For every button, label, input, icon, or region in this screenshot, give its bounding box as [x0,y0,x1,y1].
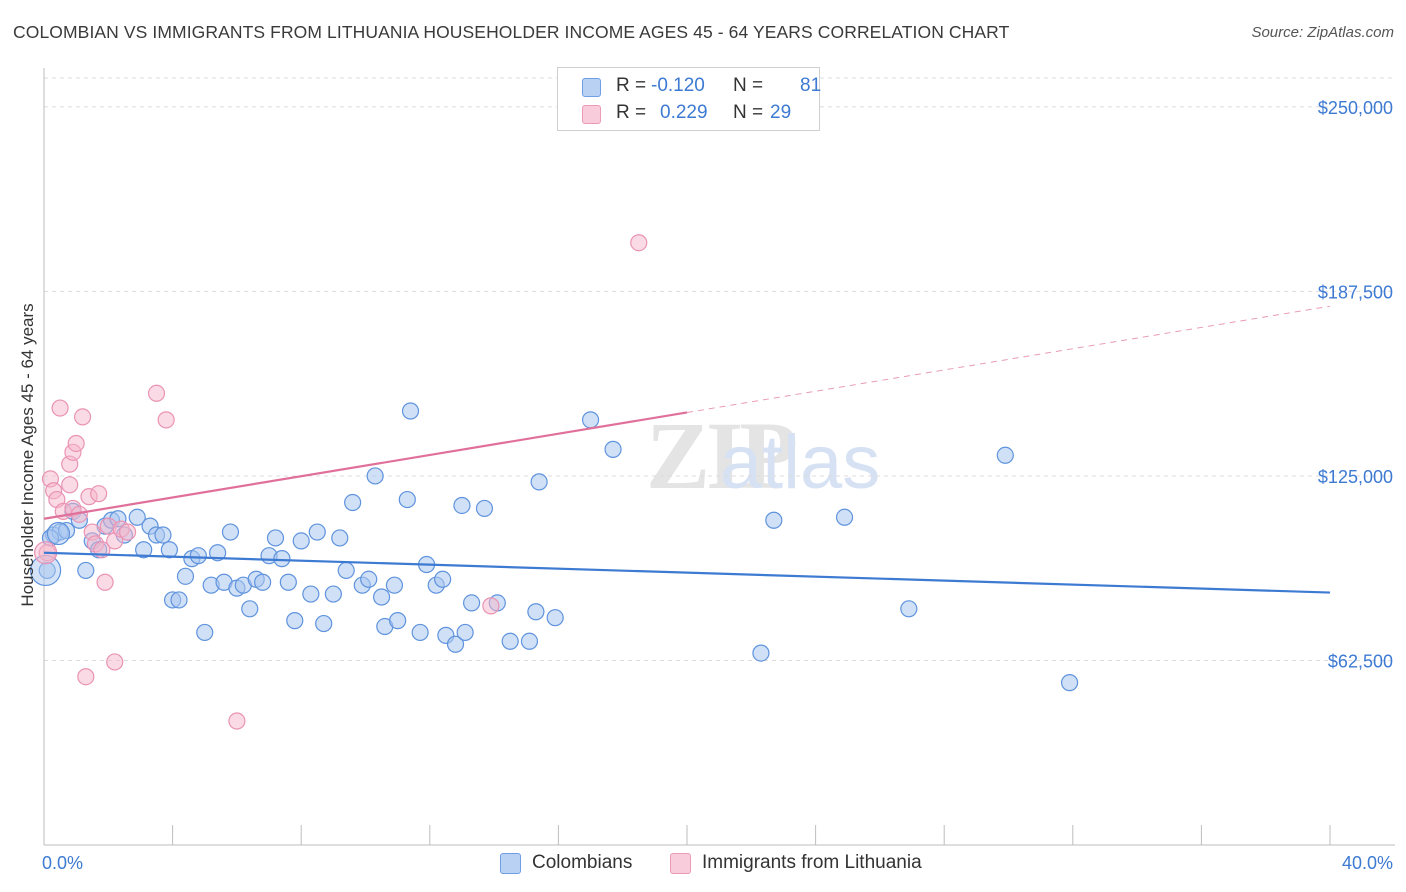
point-colombians [324,585,342,603]
point-colombians [462,594,481,612]
point-lithuania [73,408,92,426]
trend-line-colombians [43,551,1331,594]
point-colombians [752,644,770,662]
point-colombians [154,526,172,544]
point-lithuania [157,411,175,429]
point-colombians [453,496,471,515]
point-lithuania [630,234,648,252]
point-colombians [176,567,195,585]
point-colombians [315,614,333,633]
correlation-legend: R = -0.120 N = 81 R = 0.229 N = 29 [557,67,822,131]
legend-n-value-pink: 29 [770,102,792,123]
point-colombians [360,570,378,588]
point-colombians [128,508,146,526]
point-colombians [475,499,494,518]
point-lithuania [118,523,137,541]
y-tick-label: $187,500 [1318,282,1393,302]
point-colombians [401,402,420,420]
legend-r-value-blue: -0.120 [651,75,705,96]
bottom-legend-label-colombians: Colombians [532,852,633,873]
point-colombians [77,561,95,580]
legend-r-label: R = [616,75,647,96]
x-tick-label: 0.0% [42,853,83,873]
point-colombians [456,623,474,642]
point-colombians [279,573,297,591]
point-colombians [221,523,240,541]
point-colombians [366,467,384,485]
point-colombians [527,603,545,621]
point-colombians [302,585,320,603]
point-colombians [501,632,519,650]
point-colombians [530,473,548,491]
point-lithuania [147,384,166,402]
legend-r-label: R = [616,102,647,123]
point-colombians [411,623,429,642]
point-colombians [835,508,854,526]
point-colombians [160,541,178,559]
point-colombians [765,511,783,529]
point-colombians [385,576,404,594]
point-lithuania [90,485,108,503]
point-colombians [196,623,214,642]
point-colombians [446,635,465,653]
point-colombians [434,570,452,588]
bottom-legend-label-lithuania: Immigrants from Lithuania [702,852,922,873]
point-lithuania [106,653,124,671]
point-colombians [344,493,362,512]
y-tick-label: $250,000 [1318,98,1393,118]
trend-line-lithuania [43,411,688,520]
y-tick-label: $125,000 [1318,467,1393,487]
point-colombians [337,561,355,580]
point-lithuania [61,476,79,494]
point-colombians [46,521,71,546]
point-lithuania [67,434,85,453]
legend-r-value-pink: 0.229 [660,102,708,123]
point-colombians [308,523,326,541]
chart-title: COLOMBIAN VS IMMIGRANTS FROM LITHUANIA H… [13,22,1010,42]
point-colombians [581,411,600,429]
bottom-legend-swatch-pink [670,853,691,874]
point-lithuania [228,712,246,730]
point-lithuania [51,399,69,417]
point-colombians [331,529,349,547]
watermark-zip: ZIP [646,402,795,509]
legend-n-label: N = [733,102,764,123]
point-colombians [1060,674,1079,692]
y-axis-label: Householder Income Ages 45 - 64 years [18,303,37,607]
point-colombians [604,440,622,458]
point-colombians [135,541,153,559]
point-colombians [398,490,416,509]
point-lithuania [482,597,500,615]
point-colombians [273,550,291,568]
point-colombians [241,600,259,618]
point-colombians [254,573,272,591]
y-tick-label: $62,500 [1328,651,1393,671]
legend-n-value-blue: 81 [800,75,822,96]
legend-swatch-pink [582,105,601,124]
trend-line-lithuania-extension [686,305,1331,413]
x-tick-label: 40.0% [1342,853,1393,873]
point-colombians [209,544,227,562]
point-lithuania [77,668,95,686]
point-colombians [389,612,407,630]
watermark-atlas: atlas [720,420,881,505]
point-colombians [286,612,304,630]
point-colombians [266,529,285,547]
source-label: Source: ZipAtlas.com [1251,24,1394,41]
point-colombians [900,600,918,618]
point-colombians [520,632,539,650]
point-colombians [996,446,1014,464]
point-colombians [170,591,188,609]
point-colombians [189,547,207,565]
point-colombians [372,588,391,606]
legend-swatch-blue [582,78,601,97]
legend-n-label: N = [733,75,764,96]
point-lithuania [96,573,114,591]
bottom-legend-swatch-blue [500,853,521,874]
point-colombians [546,609,564,627]
point-colombians [292,532,310,550]
